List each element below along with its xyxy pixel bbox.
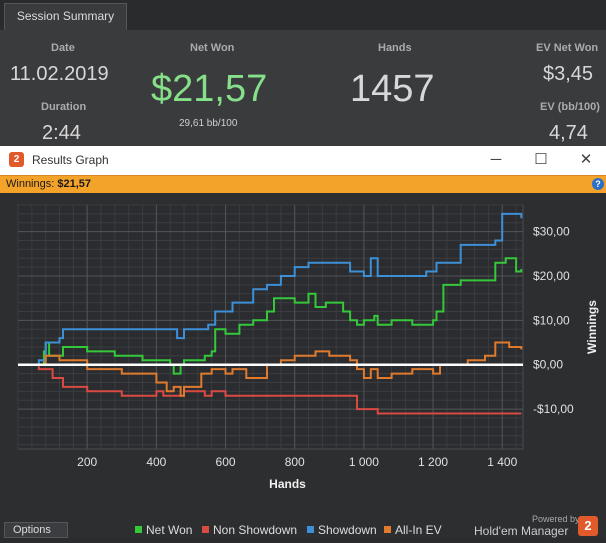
tab-session-summary[interactable]: Session Summary — [4, 3, 127, 30]
y-tick-label: $0,00 — [533, 358, 563, 372]
maximize-button[interactable]: ☐ — [534, 151, 548, 168]
ev-bb100-value: 4,74 — [549, 122, 588, 144]
y-tick-label: $30,00 — [533, 225, 570, 239]
x-tick-label: 400 — [146, 455, 166, 469]
date-label: Date — [51, 42, 75, 54]
graph-area: 200 400 600 800 1 000 1 200 1 400 $30,00 $20,00 $… — [0, 193, 606, 538]
duration-label: Duration — [41, 101, 87, 113]
y-axis-title: Winnings — [585, 300, 599, 354]
y-tick-label: -$10,00 — [533, 402, 574, 416]
net-won-value: $21,57 — [151, 68, 268, 110]
legend-swatch — [384, 526, 391, 533]
legend-swatch — [307, 526, 314, 533]
legend-item-all-in-ev[interactable]: All-In EV — [384, 523, 442, 537]
holdem-manager-logo: 2 — [578, 516, 598, 536]
legend-item-showdown[interactable]: Showdown — [307, 523, 377, 537]
x-tick-label: 1 000 — [349, 455, 379, 469]
options-button[interactable]: Options — [4, 522, 68, 538]
net-won-bb100: 29,61 bb/100 — [179, 118, 238, 129]
x-tick-label: 600 — [216, 455, 236, 469]
holdem-manager-icon: 2 — [9, 152, 24, 167]
window-title: Results Graph — [32, 153, 109, 167]
plot-background — [17, 204, 524, 450]
series-line-all-in-ev — [18, 341, 523, 397]
x-tick-label: 1 200 — [418, 455, 448, 469]
title-bar[interactable]: 2 Results Graph ─ ☐ ✕ — [0, 146, 606, 175]
series-line-showdown — [18, 212, 523, 366]
help-icon[interactable]: ? — [592, 178, 604, 190]
results-chart: 200 400 600 800 1 000 1 200 1 400 $30,00 $20,00 $… — [17, 204, 599, 491]
legend-label: Showdown — [318, 523, 377, 537]
powered-by-text: Powered by — [532, 514, 580, 524]
legend-label: All-In EV — [395, 523, 442, 537]
winnings-bar: Winnings: $21,57 ? — [0, 175, 606, 193]
winnings-readout: Winnings: $21,57 — [6, 178, 91, 190]
ev-net-won-value: $3,45 — [543, 63, 594, 85]
results-graph-window: 2 Results Graph ─ ☐ ✕ Winnings: $21,57 ?… — [0, 146, 606, 538]
hands-label: Hands — [378, 42, 412, 54]
x-tick-label: 200 — [77, 455, 97, 469]
session-summary-panel: Session Summary Date 11.02.2019 Duration… — [0, 0, 606, 146]
hands-value: 1457 — [350, 68, 435, 110]
legend-label: Net Won — [146, 523, 193, 537]
series-line-net-won — [18, 257, 523, 375]
y-tick-label: $20,00 — [533, 269, 570, 283]
minimize-button[interactable]: ─ — [490, 151, 502, 168]
series-line-non-showdown — [18, 363, 522, 415]
net-won-label: Net Won — [190, 42, 235, 54]
legend-item-non-showdown[interactable]: Non Showdown — [202, 523, 297, 537]
legend-item-net-won[interactable]: Net Won — [135, 523, 192, 537]
legend-swatch — [135, 526, 142, 533]
brand-name: Hold'em Manager — [474, 524, 569, 538]
tab-strip: Session Summary — [0, 0, 606, 30]
date-value: 11.02.2019 — [10, 63, 109, 85]
duration-value: 2:44 — [42, 122, 81, 144]
x-tick-label: 1 400 — [487, 455, 517, 469]
x-tick-label: 800 — [285, 455, 305, 469]
legend-label: Non Showdown — [213, 523, 298, 537]
y-tick-label: $10,00 — [533, 313, 570, 327]
winnings-label: Winnings: — [6, 178, 55, 190]
ev-net-won-label: EV Net Won — [536, 42, 599, 54]
close-button[interactable]: ✕ — [579, 151, 593, 168]
ev-bb100-label: EV (bb/100) — [540, 101, 600, 113]
x-axis-title: Hands — [269, 477, 306, 491]
winnings-value: $21,57 — [57, 178, 92, 190]
legend-swatch — [202, 526, 209, 533]
